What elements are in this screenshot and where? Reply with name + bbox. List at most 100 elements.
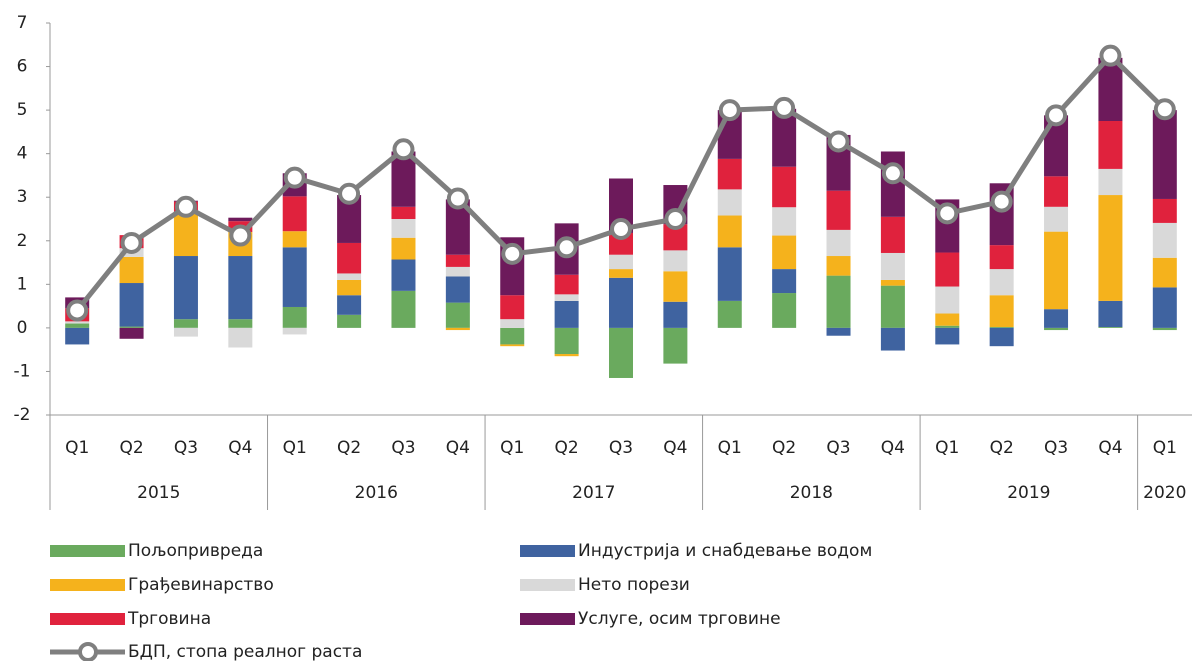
bar-segment [1044, 231, 1069, 310]
bar-segment [445, 302, 470, 328]
bar-segment [772, 293, 797, 328]
gdp-marker [664, 208, 687, 230]
x-tick-label: Q3 [609, 438, 633, 458]
bar-segment [119, 326, 144, 328]
bar-segment [337, 242, 362, 274]
bar-segment [935, 252, 960, 287]
bar-segment [717, 215, 742, 248]
gdp-marker [174, 195, 197, 218]
y-tick-label: 2 [17, 231, 28, 251]
bar-segment [228, 217, 253, 222]
legend-label: Нето порези [578, 575, 690, 595]
y-tick-label: 7 [17, 13, 28, 33]
legend-swatch [520, 613, 575, 625]
y-tick-label: 0 [17, 318, 28, 338]
legend-marker [78, 642, 98, 662]
bar-segment [717, 189, 742, 216]
gdp-marker [229, 224, 252, 247]
gdp-marker [338, 182, 361, 205]
y-tick-label: 3 [17, 187, 28, 207]
gdp-marker [610, 218, 632, 241]
bar-segment [554, 274, 579, 295]
bar-segment [119, 283, 144, 327]
bar-segment [717, 300, 742, 328]
group-label: 2018 [790, 483, 833, 503]
bar-segment [554, 300, 579, 328]
bar-segment [880, 216, 905, 253]
bar-segment [445, 276, 470, 303]
bar-segment [500, 344, 525, 347]
legend-swatch [50, 545, 125, 557]
gdp-marker [718, 99, 741, 122]
bar-segment [1098, 121, 1123, 169]
bar-segment [663, 301, 688, 328]
bar-segment [391, 219, 416, 238]
bar-segment [935, 325, 960, 328]
group-label: 2017 [572, 483, 615, 503]
y-tick-label: -1 [14, 361, 31, 381]
x-tick-label: Q3 [1044, 438, 1068, 458]
bar-segment [500, 295, 525, 320]
bar-segment [337, 273, 362, 280]
bar-segment [1152, 327, 1177, 331]
bar-segment [663, 271, 688, 302]
gdp-marker [283, 166, 306, 189]
bar-segment [65, 321, 90, 324]
bar-segment [391, 237, 416, 260]
bar-segment [119, 327, 144, 339]
bar-segment [772, 235, 797, 270]
bar-segment [1152, 110, 1177, 199]
bar-segment [65, 323, 90, 328]
bar-segment [119, 256, 144, 284]
group-label: 2016 [355, 483, 398, 503]
bar-segment [935, 286, 960, 314]
bar-segment [1044, 176, 1069, 207]
bar-segment [989, 269, 1014, 296]
bar-segment [989, 327, 1014, 347]
bar-segment [826, 275, 851, 328]
bar-segment [445, 327, 470, 331]
gdp-marker [120, 231, 143, 254]
bar-segment [337, 279, 362, 296]
bar-segment [989, 327, 1014, 328]
x-tick-label: Q1 [1153, 438, 1177, 458]
x-tick-label: Q2 [119, 438, 143, 458]
x-tick-label: Q3 [391, 438, 415, 458]
bar-segment [935, 313, 960, 326]
bar-segment [391, 206, 416, 219]
x-tick-label: Q4 [663, 438, 687, 458]
x-tick-label: Q2 [990, 438, 1014, 458]
bar-segment [1098, 168, 1123, 196]
bar-segment [173, 319, 198, 328]
gdp-marker [501, 242, 524, 265]
gdp-marker [773, 96, 796, 119]
x-tick-label: Q1 [500, 438, 524, 458]
bar-segment [935, 327, 960, 345]
group-label: 2019 [1007, 483, 1050, 503]
bar-segment [1152, 222, 1177, 258]
bar-segment [772, 166, 797, 208]
gdp-marker [881, 162, 904, 185]
bar-segment [663, 250, 688, 272]
bar-segment [554, 327, 579, 355]
group-label: 2020 [1143, 483, 1186, 503]
bar-segment [1098, 57, 1123, 121]
legend-swatch [520, 579, 575, 591]
bar-segment [609, 232, 633, 255]
gdp-marker [1099, 44, 1122, 67]
x-tick-label: Q3 [826, 438, 850, 458]
bar-segment [772, 207, 797, 236]
bar-segment [1152, 198, 1177, 223]
legend-label: Грађевинарство [128, 575, 274, 595]
x-tick-label: Q4 [881, 438, 905, 458]
bar-segment [282, 196, 307, 232]
bar-segment [445, 254, 470, 267]
bar-segment [663, 327, 688, 364]
bar-segment [880, 285, 905, 328]
bar-segment [1044, 327, 1069, 331]
bar-segment [826, 327, 851, 336]
gdp-marker [827, 130, 850, 153]
bar-segment [826, 229, 851, 257]
